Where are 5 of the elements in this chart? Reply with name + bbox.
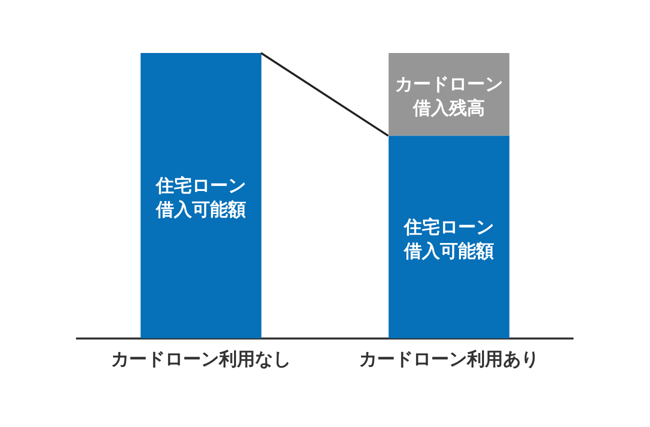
series-label: 住宅ローン借入可能額 (155, 175, 246, 220)
series-label: カードローン借入残高 (395, 74, 503, 120)
text: 住宅ローン借入可能額 (404, 216, 494, 262)
x-tick-label: カードローン利用なし (111, 348, 291, 370)
x-tick-label: カードローン利用あり (359, 348, 539, 370)
